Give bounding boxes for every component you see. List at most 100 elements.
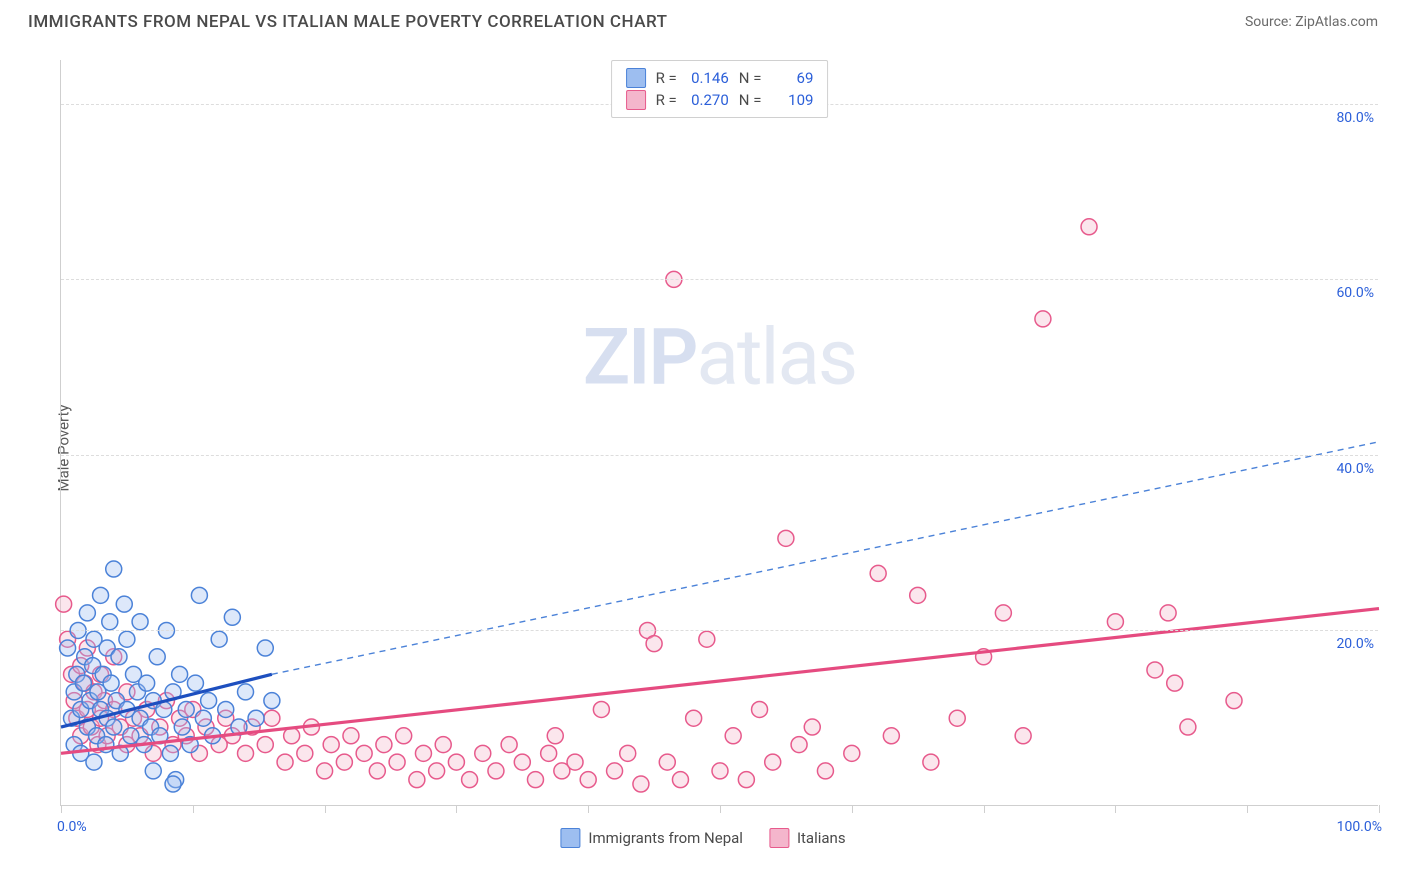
scatter-point-nepal	[103, 675, 119, 691]
y-tick-label: 60.0%	[1336, 285, 1374, 301]
legend-R-italians: 0.270	[685, 89, 729, 111]
chart-title: IMMIGRANTS FROM NEPAL VS ITALIAN MALE PO…	[28, 12, 668, 32]
scatter-point-italians	[1107, 614, 1123, 630]
scatter-point-italians	[317, 763, 333, 779]
scatter-point-italians	[659, 754, 675, 770]
scatter-point-italians	[527, 772, 543, 788]
scatter-point-italians	[672, 772, 688, 788]
scatter-point-nepal	[174, 719, 190, 735]
scatter-point-italians	[995, 605, 1011, 621]
scatter-point-italians	[369, 763, 385, 779]
swatch-italians	[626, 90, 646, 110]
legend-label-italians: Italians	[797, 829, 846, 847]
scatter-point-italians	[620, 745, 636, 761]
scatter-point-nepal	[102, 614, 118, 630]
legend-N-nepal: 69	[769, 67, 813, 89]
scatter-point-italians	[883, 728, 899, 744]
scatter-point-italians	[567, 754, 583, 770]
source-label: Source: ZipAtlas.com	[1245, 14, 1378, 30]
scatter-point-italians	[541, 745, 557, 761]
scatter-point-nepal	[106, 561, 122, 577]
trend-line-nepal-dashed	[272, 442, 1379, 675]
scatter-point-nepal	[191, 587, 207, 603]
scatter-point-italians	[343, 728, 359, 744]
scatter-point-italians	[396, 728, 412, 744]
scatter-point-nepal	[165, 776, 181, 792]
scatter-point-italians	[870, 565, 886, 581]
scatter-point-italians	[778, 530, 794, 546]
scatter-point-nepal	[178, 701, 194, 717]
scatter-point-italians	[949, 710, 965, 726]
scatter-point-italians	[415, 745, 431, 761]
y-tick-label: 20.0%	[1336, 636, 1374, 652]
y-tick-label: 40.0%	[1336, 461, 1374, 477]
x-tick	[456, 805, 457, 813]
header: IMMIGRANTS FROM NEPAL VS ITALIAN MALE PO…	[0, 0, 1406, 40]
swatch-nepal-bottom	[560, 828, 580, 848]
scatter-point-italians	[699, 631, 715, 647]
x-tick	[852, 805, 853, 813]
correlation-legend: R = 0.146 N = 69 R = 0.270 N = 109	[611, 60, 829, 118]
scatter-point-italians	[277, 754, 293, 770]
legend-R-nepal: 0.146	[685, 67, 729, 89]
scatter-point-italians	[389, 754, 405, 770]
scatter-point-italians	[1226, 693, 1242, 709]
scatter-point-italians	[593, 701, 609, 717]
gridline	[61, 279, 1378, 280]
x-tick	[720, 805, 721, 813]
scatter-point-italians	[323, 737, 339, 753]
scatter-point-italians	[264, 710, 280, 726]
scatter-point-nepal	[162, 745, 178, 761]
scatter-point-nepal	[238, 684, 254, 700]
scatter-point-italians	[1160, 605, 1176, 621]
scatter-point-nepal	[187, 675, 203, 691]
scatter-point-italians	[376, 737, 392, 753]
scatter-point-italians	[817, 763, 833, 779]
scatter-point-nepal	[172, 666, 188, 682]
scatter-point-nepal	[93, 587, 109, 603]
scatter-point-italians	[607, 763, 623, 779]
scatter-point-italians	[462, 772, 478, 788]
scatter-point-nepal	[201, 693, 217, 709]
scatter-point-italians	[804, 719, 820, 735]
scatter-point-italians	[844, 745, 860, 761]
chart-container: Male Poverty ZIPatlas R = 0.146 N = 69 R…	[28, 46, 1378, 850]
scatter-point-nepal	[79, 605, 95, 621]
scatter-point-italians	[712, 763, 728, 779]
scatter-point-nepal	[257, 640, 273, 656]
scatter-point-italians	[475, 745, 491, 761]
x-tick	[61, 805, 62, 813]
x-axis-label-right: 100.0%	[1337, 819, 1382, 835]
series-legend: Immigrants from Nepal Italians	[560, 828, 845, 848]
scatter-point-italians	[501, 737, 517, 753]
scatter-point-italians	[429, 763, 445, 779]
scatter-point-nepal	[139, 675, 155, 691]
scatter-point-nepal	[106, 719, 122, 735]
scatter-point-italians	[910, 587, 926, 603]
scatter-point-italians	[257, 737, 273, 753]
scatter-point-italians	[1167, 675, 1183, 691]
scatter-point-nepal	[264, 693, 280, 709]
swatch-nepal	[626, 68, 646, 88]
scatter-point-italians	[1147, 662, 1163, 678]
gridline	[61, 455, 1378, 456]
scatter-point-nepal	[149, 649, 165, 665]
scatter-point-italians	[791, 737, 807, 753]
scatter-point-nepal	[111, 649, 127, 665]
legend-item-nepal: Immigrants from Nepal	[560, 828, 743, 848]
plot-area: ZIPatlas R = 0.146 N = 69 R = 0.270 N = …	[60, 60, 1378, 806]
gridline	[61, 630, 1378, 631]
scatter-point-nepal	[145, 763, 161, 779]
scatter-point-italians	[725, 728, 741, 744]
scatter-point-italians	[738, 772, 754, 788]
scatter-point-italians	[56, 596, 72, 612]
scatter-point-italians	[297, 745, 313, 761]
scatter-point-italians	[488, 763, 504, 779]
scatter-point-nepal	[211, 631, 227, 647]
scatter-point-italians	[409, 772, 425, 788]
legend-label-nepal: Immigrants from Nepal	[588, 829, 743, 847]
scatter-point-italians	[1180, 719, 1196, 735]
scatter-point-italians	[633, 776, 649, 792]
legend-row-nepal: R = 0.146 N = 69	[626, 67, 814, 89]
x-tick	[325, 805, 326, 813]
